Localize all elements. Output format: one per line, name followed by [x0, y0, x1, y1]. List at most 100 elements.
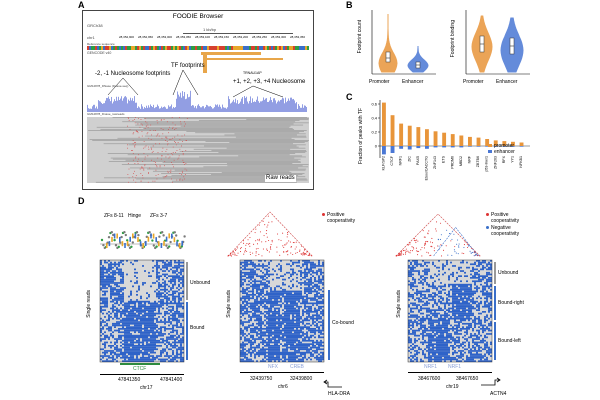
heatmap-cell: [272, 302, 274, 305]
heatmap-cell: [452, 290, 454, 293]
raw-read-methyl: [137, 161, 139, 162]
heatmap-cell: [448, 302, 450, 305]
sequence-base: [155, 46, 157, 50]
heatmap-cell: [420, 317, 422, 320]
heatmap-cell: [150, 360, 152, 362]
heatmap-cell: [276, 285, 278, 288]
heatmap-cell: [310, 358, 312, 361]
raw-read-methyl: [174, 124, 176, 126]
heatmap-cell: [260, 283, 262, 286]
heatmap-cell: [258, 351, 260, 354]
heatmap-cell: [274, 333, 276, 335]
heatmap-cell: [448, 304, 450, 306]
heatmap-cell: [416, 304, 418, 306]
heatmap-cell: [488, 285, 490, 288]
heatmap-cell: [162, 316, 164, 318]
heatmap-cell: [158, 278, 160, 281]
heatmap-cell: [134, 351, 136, 354]
heatmap-cell: [172, 324, 174, 327]
heatmap-cell: [410, 275, 412, 277]
heatmap-cell: [322, 305, 324, 308]
heatmap-cell: [138, 336, 140, 339]
heatmap-cell: [412, 265, 414, 267]
raw-read-methyl: [128, 120, 130, 121]
heatmap-cell: [160, 285, 162, 288]
heatmap-cell: [250, 355, 252, 357]
heatmap-cell: [150, 331, 152, 334]
heatmap-cell: [306, 319, 308, 322]
coordinate-ruler: 28,352,900 28,352,950 28,353,000 28,353,…: [119, 35, 305, 41]
heatmap-cell: [276, 343, 278, 345]
heatmap-cell: [284, 321, 286, 323]
heatmap-cell: [158, 295, 160, 298]
sequence-base: [249, 46, 251, 50]
heatmap-cell: [252, 287, 254, 289]
heatmap-cell: [430, 309, 432, 311]
heatmap-cell: [470, 277, 472, 279]
raw-read-methyl: [131, 150, 133, 151]
heatmap-cell: [312, 343, 314, 345]
heatmap-cell: [250, 273, 252, 276]
heatmap-cell: [148, 302, 150, 305]
heatmap-cell: [170, 302, 172, 305]
raw-read: [162, 162, 301, 163]
heatmap-cell: [248, 283, 250, 286]
heatmap-cell: [130, 358, 132, 361]
heatmap-cell: [464, 292, 466, 294]
heatmap-cell: [454, 283, 456, 286]
heatmap-cell: [154, 333, 156, 335]
heatmap-cell: [432, 295, 434, 298]
heatmap-cell: [458, 299, 460, 301]
heatmap-cell: [266, 305, 268, 308]
raw-read-methyl: [175, 128, 177, 129]
heatmap-cell: [312, 263, 314, 266]
heatmap-cell: [486, 285, 488, 288]
heatmap-cell: [462, 311, 464, 313]
heatmap-cell: [314, 266, 316, 269]
heatmap-cell: [242, 312, 244, 315]
heatmap-cell: [250, 271, 252, 274]
heatmap-cell: [258, 280, 260, 283]
heatmap-cell: [296, 329, 298, 332]
heatmap-cell: [286, 339, 288, 342]
heatmap-cell: [432, 297, 434, 300]
heatmap-cell: [248, 275, 250, 277]
heatmap-cell: [122, 282, 124, 284]
heatmap-cell: [248, 294, 250, 296]
heatmap-cell: [484, 297, 486, 300]
sequence-base: [107, 46, 109, 50]
heatmap-cell: [270, 333, 272, 335]
heatmap-cell: [168, 305, 170, 308]
heatmap-cell: [466, 292, 468, 294]
heatmap-cell: [320, 356, 322, 359]
heatmap-cell: [154, 356, 156, 359]
heatmap-cell: [424, 307, 426, 310]
heatmap-cell: [110, 277, 112, 279]
heatmap-cell: [144, 316, 146, 318]
heatmap-cell: [158, 339, 160, 342]
coverage-bar: [217, 104, 218, 112]
heatmap-cell: [130, 336, 132, 339]
heatmap-cell: [408, 292, 410, 294]
bar-promoter: [416, 127, 421, 146]
heatmap-cell: [172, 341, 174, 344]
heatmap-cell: [310, 343, 312, 345]
heatmap-cell: [150, 336, 152, 339]
sub1-bound-bar: [186, 302, 188, 360]
heatmap-cell: [132, 356, 134, 359]
heatmap-cell: [422, 307, 424, 310]
heatmap-cell: [242, 283, 244, 286]
raw-read-methyl: [144, 146, 146, 148]
heatmap-cell: [158, 282, 160, 284]
heatmap-cell: [322, 311, 324, 313]
heatmap-cell: [146, 353, 148, 356]
heatmap-cell: [142, 339, 144, 342]
raw-read: [199, 156, 306, 158]
heatmap-cell: [458, 300, 460, 303]
heatmap-cell: [294, 336, 296, 339]
heatmap-cell: [460, 290, 462, 293]
heatmap-cell: [114, 322, 116, 325]
heatmap-cell: [482, 285, 484, 288]
raw-read: [125, 159, 299, 161]
heatmap-cell: [428, 268, 430, 271]
